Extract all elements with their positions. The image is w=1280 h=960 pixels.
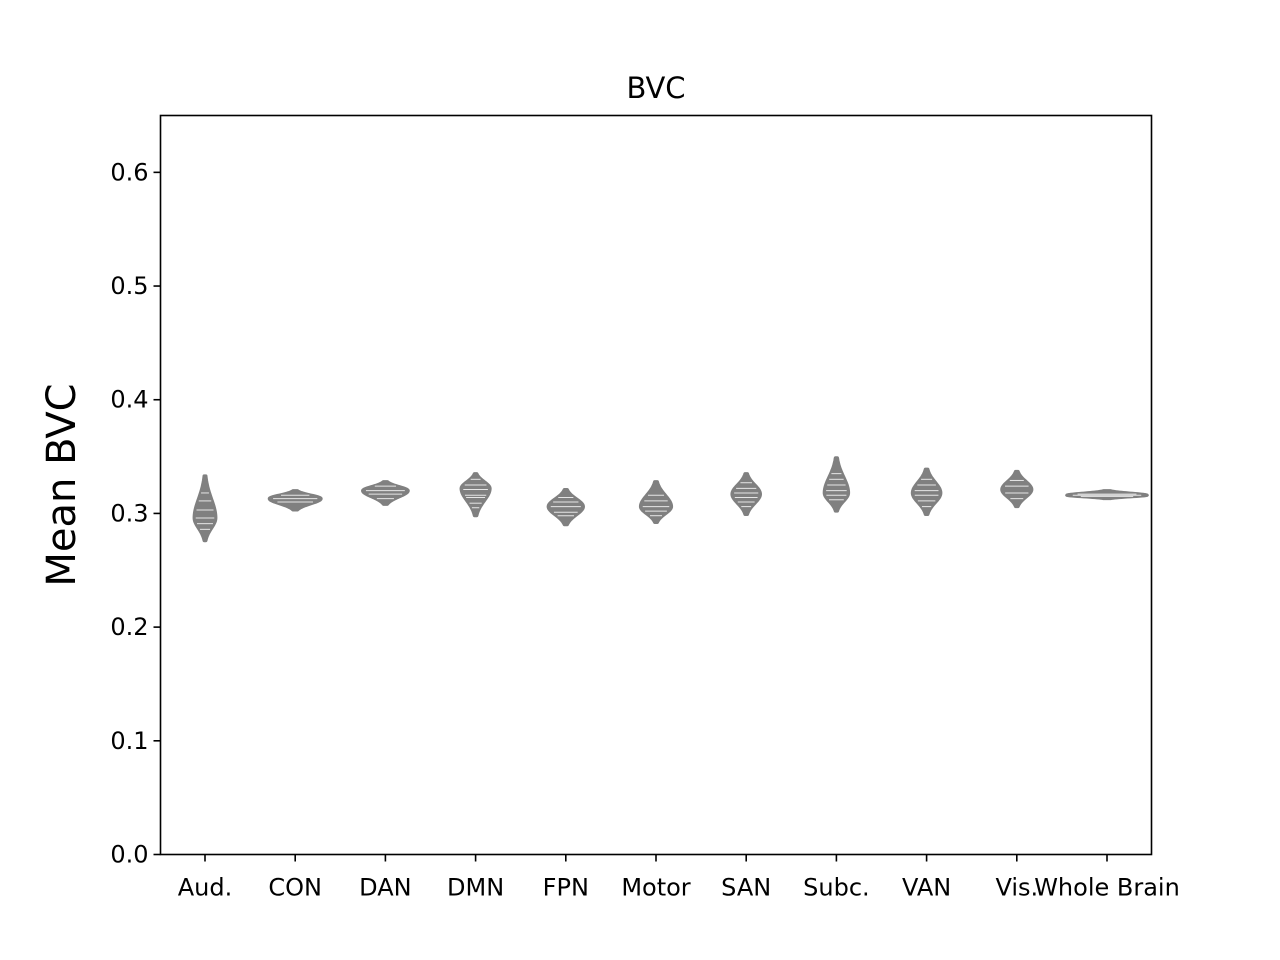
violin-body <box>638 480 674 525</box>
y-tick-label: 0.4 <box>110 386 148 414</box>
violin-group <box>192 456 1149 543</box>
plot-frame <box>159 114 1153 856</box>
y-tick-label: 0.2 <box>110 613 148 641</box>
violin-body <box>267 489 323 512</box>
violin-body <box>361 480 410 506</box>
chart-title: BVC <box>626 71 685 105</box>
violin-body <box>192 474 218 543</box>
x-axis: Aud. CON DAN DMN FPN Motor SAN Subc. VAN Vis.Whol… <box>178 854 1180 902</box>
y-tick-label: 0.0 <box>110 841 148 869</box>
x-tick-label: Aud. <box>178 874 233 902</box>
violin-body <box>459 472 492 518</box>
violin-body <box>1000 469 1034 509</box>
y-tick-label: 0.5 <box>110 272 148 300</box>
x-tick-label: Motor <box>621 874 690 902</box>
violin-body <box>730 472 762 517</box>
violin-body <box>1065 489 1149 501</box>
x-tick-label: DMN <box>447 874 504 902</box>
violin-body <box>822 456 851 513</box>
x-tick-label: DAN <box>359 874 411 902</box>
y-axis: 0.0 0.1 0.2 0.3 0.4 0.5 0.6 <box>110 158 161 869</box>
x-tick-label: CON <box>268 874 322 902</box>
x-tick-label: VAN <box>902 874 951 902</box>
violin-body <box>910 467 943 517</box>
x-tick-label: Vis. <box>995 874 1038 902</box>
x-tick-label: SAN <box>721 874 771 902</box>
y-tick-label: 0.1 <box>110 727 148 755</box>
x-tick-label: Whole Brain <box>1034 874 1180 902</box>
x-tick-label: Subc. <box>803 874 870 902</box>
y-tick-label: 0.6 <box>110 158 148 186</box>
y-tick-label: 0.3 <box>110 499 148 527</box>
x-tick-label: FPN <box>543 874 589 902</box>
y-axis-label: Mean BVC <box>39 383 85 586</box>
violin-body <box>546 488 585 527</box>
